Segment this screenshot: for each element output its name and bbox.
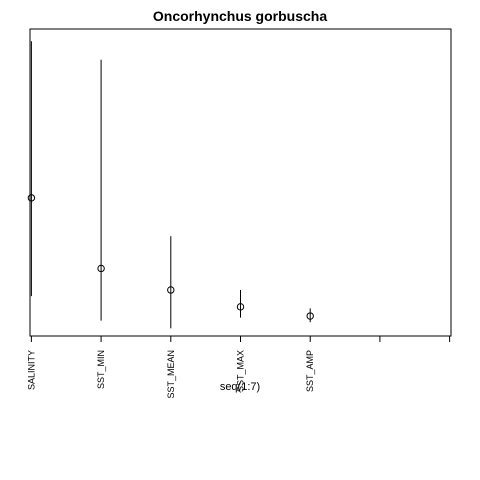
data-point bbox=[236, 303, 245, 311]
data-point bbox=[27, 194, 36, 202]
x-tick-label: SST_AMP bbox=[305, 350, 315, 392]
data-point bbox=[167, 286, 175, 294]
x-tick-label: SST_MIN bbox=[96, 350, 106, 389]
chart-marks bbox=[27, 41, 314, 329]
x-axis: SALINITY SST_MIN SST_MEAN SST_MAX SST_AMP bbox=[26, 335, 451, 399]
x-tick-label: SALINITY bbox=[26, 350, 36, 390]
data-point bbox=[306, 312, 314, 320]
x-tick-label: SST_MEAN bbox=[166, 350, 176, 399]
data-point bbox=[97, 264, 105, 273]
chart-title: Oncorhynchus gorbuscha bbox=[153, 8, 327, 24]
x-axis-label: seq(1:7) bbox=[220, 381, 260, 393]
x-tick-label: SST_MAX bbox=[236, 350, 246, 392]
